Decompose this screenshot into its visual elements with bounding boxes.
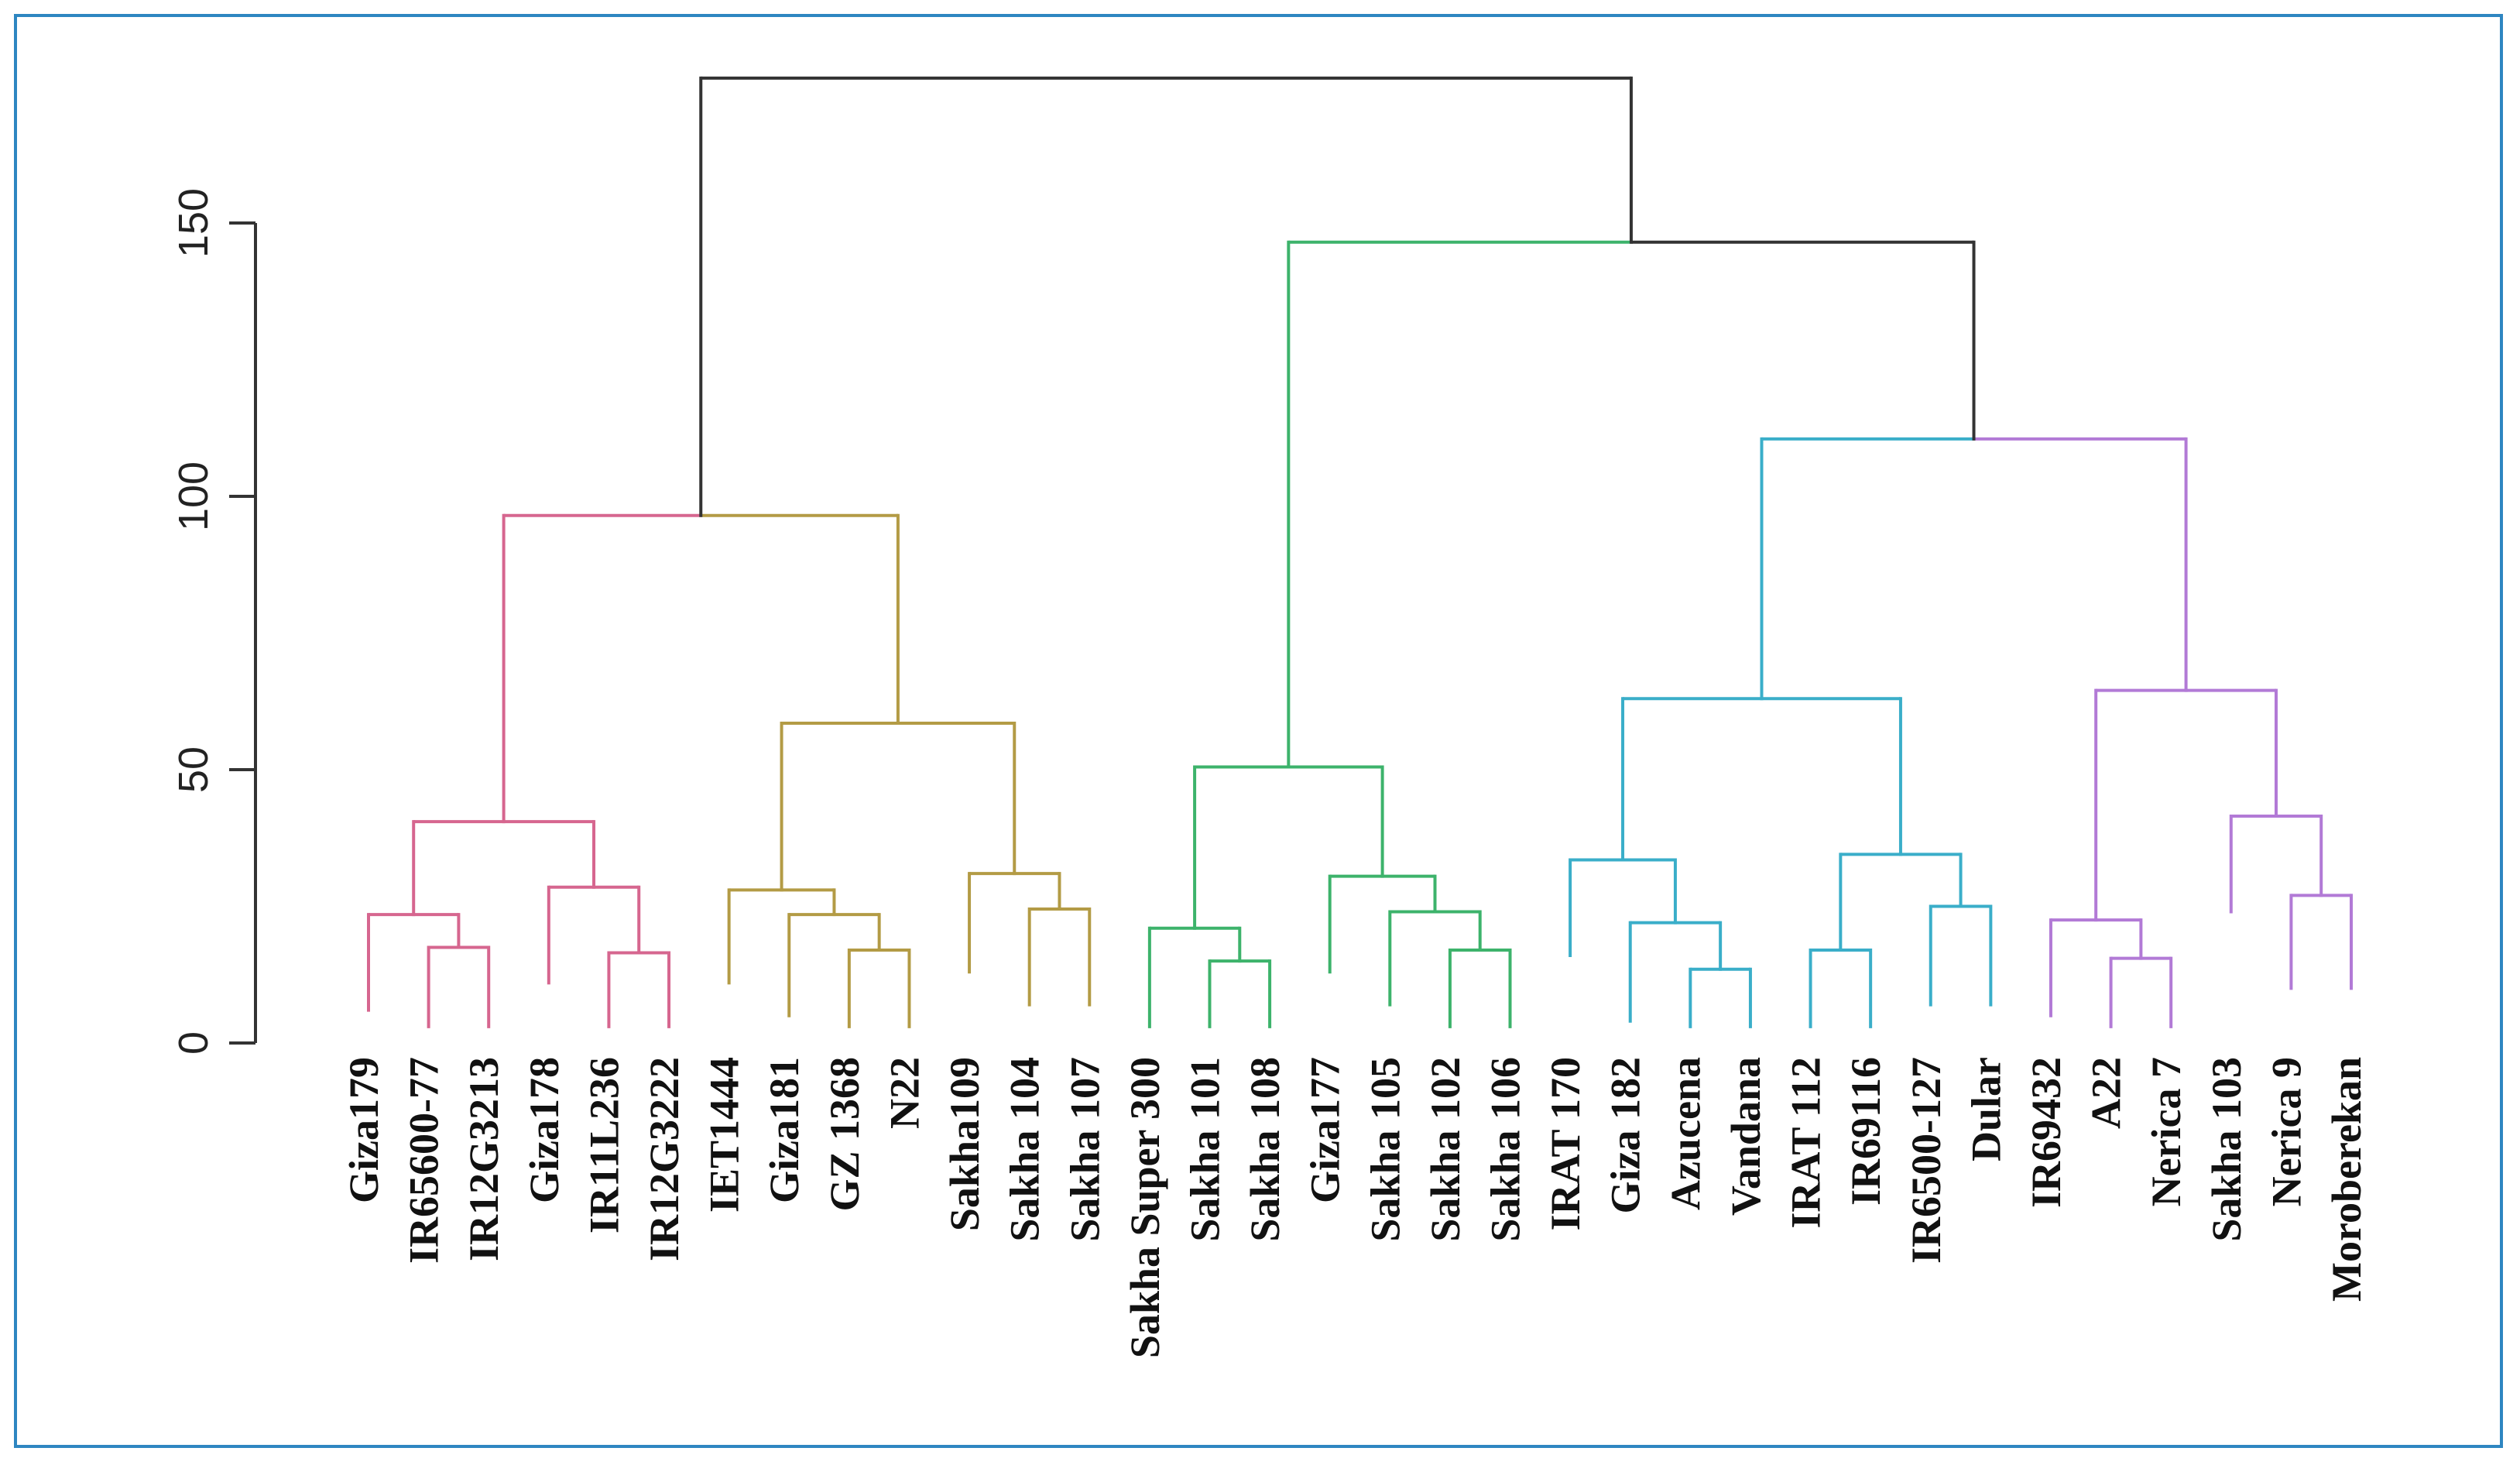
leaf-label-0: Giza179 [341,1057,387,1203]
leaf-label-10: Sakha109 [941,1057,988,1231]
leaf-label-16: Giza177 [1302,1057,1349,1203]
leaf-label-6: IET1444 [701,1057,748,1213]
leaf-label-31: Sakha 103 [2203,1057,2250,1242]
leaf-label-3: Giza178 [521,1057,567,1203]
y-tick-label-150: 150 [170,188,217,258]
leaf-label-30: Nerica 7 [2143,1057,2189,1206]
leaf-labels: Giza179 IR65600-77 IR12G3213 Giza178 IR11L23… [341,1057,2370,1358]
dendrogram-branches [367,76,2353,1028]
leaf-label-21: Giza 182 [1603,1057,1649,1213]
leaf-label-32: Nerica 9 [2263,1057,2309,1206]
leaf-label-15: Sakha 108 [1242,1057,1288,1242]
leaf-label-17: Sakha 105 [1362,1057,1408,1242]
leaf-label-9: N22 [881,1057,927,1129]
leaf-label-1: IR65600-77 [401,1057,447,1264]
leaf-label-14: Sakha 101 [1181,1057,1228,1242]
leaf-label-4: IR11L236 [581,1057,627,1233]
leaf-label-33: Moroberekan [2323,1057,2370,1302]
leaf-label-2: IR12G3213 [461,1057,507,1261]
leaf-label-25: IR69116 [1843,1057,1889,1206]
leaf-label-29: A22 [2083,1057,2130,1129]
leaf-label-8: GZ 1368 [821,1057,868,1212]
leaf-label-23: Vandana [1723,1057,1769,1216]
leaf-label-12: Sakha 107 [1061,1057,1108,1242]
y-axis: 0 50 100 150 [170,188,257,1055]
leaf-label-13: Sakha Super 300 [1122,1057,1168,1358]
leaf-label-24: IRAT 112 [1783,1057,1829,1229]
leaf-label-20: IRAT 170 [1542,1057,1589,1231]
leaf-label-22: Azucena [1662,1057,1709,1210]
leaf-label-19: Sakha 106 [1483,1057,1529,1242]
leaf-label-18: Sakha 102 [1422,1057,1469,1242]
leaf-label-28: IR69432 [2023,1057,2069,1208]
leaf-label-5: IR12G3222 [641,1057,687,1261]
figure-frame [14,14,2503,1448]
y-tick-label-0: 0 [170,1031,217,1055]
leaf-label-26: IR6500-127 [1903,1057,1949,1264]
y-tick-label-50: 50 [170,746,217,793]
leaf-label-11: Sakha 104 [1002,1057,1048,1242]
leaf-label-27: Dular [1963,1057,2009,1161]
leaf-label-7: Giza181 [761,1057,807,1203]
y-tick-label-100: 100 [170,461,217,531]
